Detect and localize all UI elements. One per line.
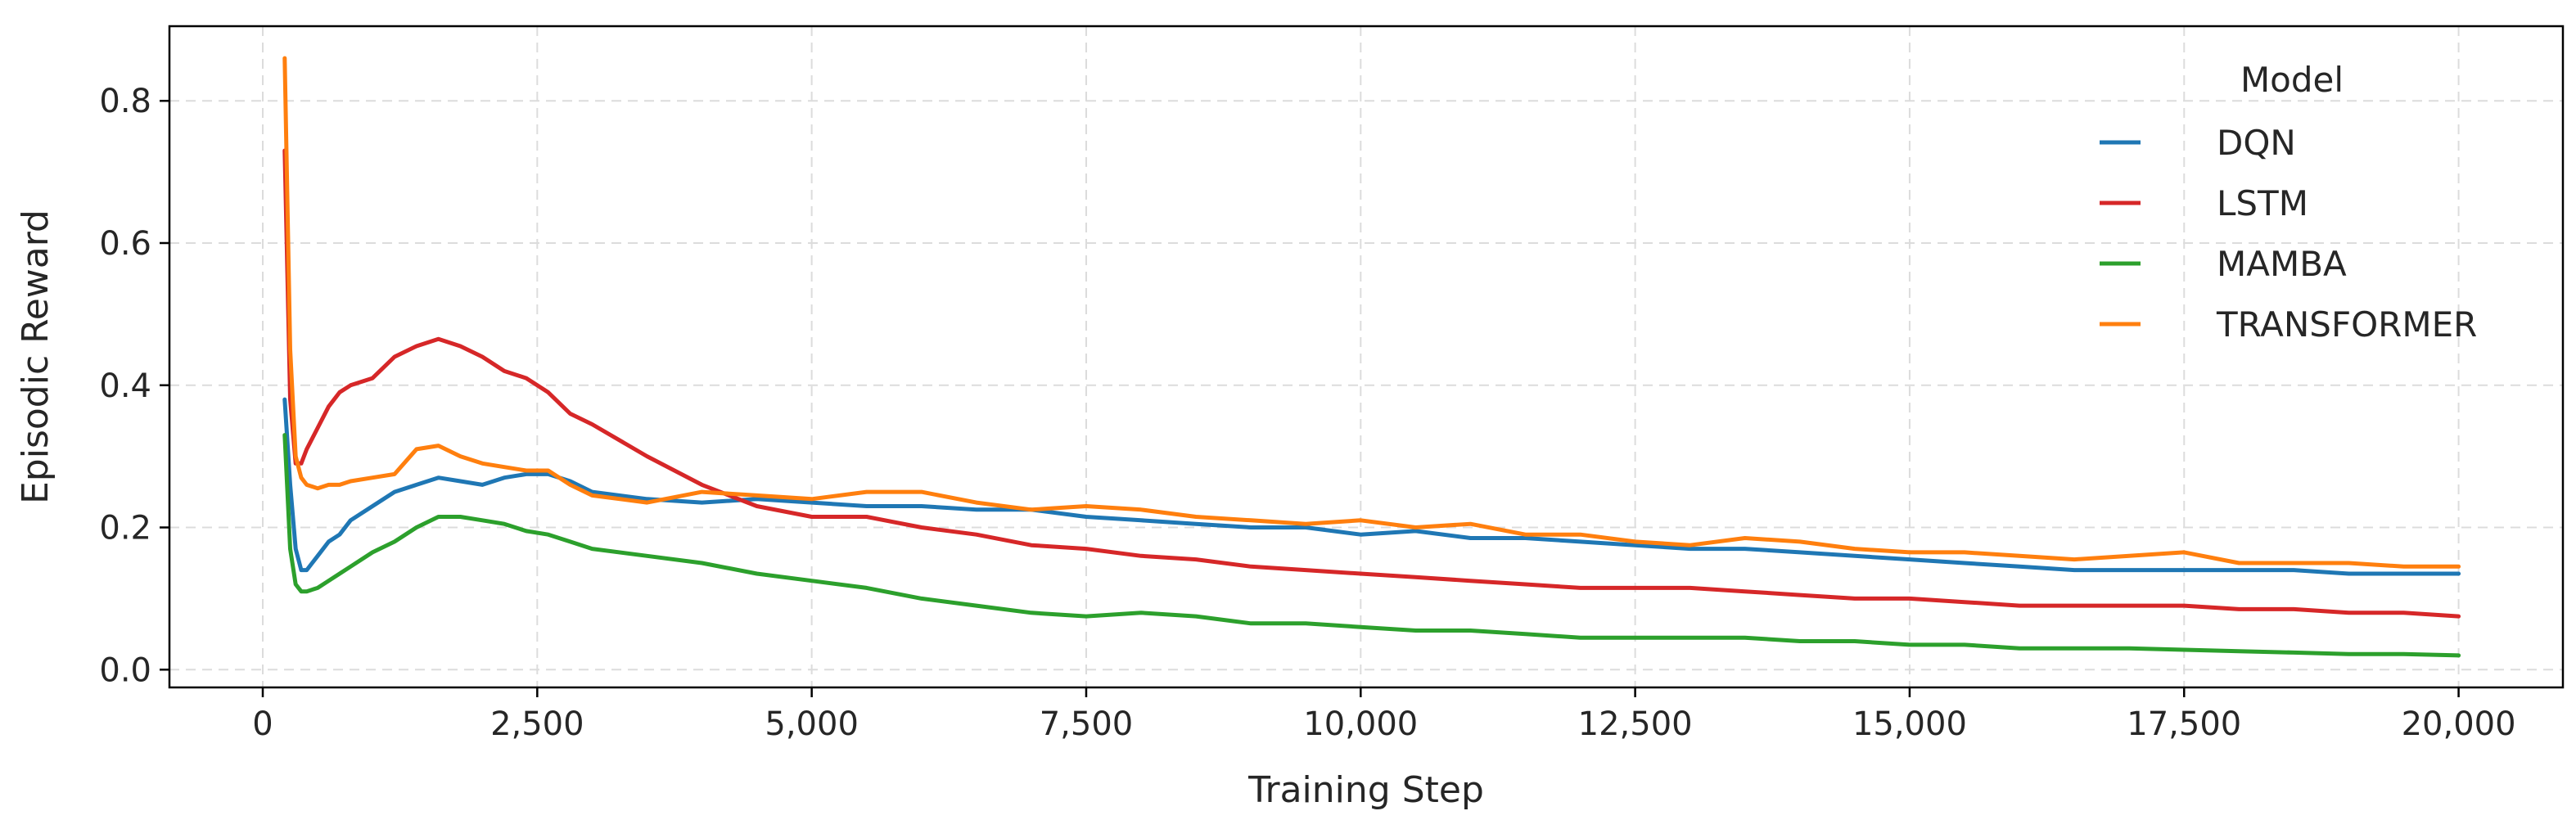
series-lines	[282, 56, 2461, 658]
y-tick-label: 0.8	[99, 83, 151, 120]
x-tick-label: 0	[252, 705, 273, 743]
legend-entries: DQN LSTM MAMBA TRANSFORMER	[2100, 123, 2477, 345]
series-line-mamba	[282, 433, 2461, 658]
legend-label: MAMBA	[2217, 244, 2347, 284]
x-tick-label: 2,500	[490, 705, 584, 743]
x-tick-label: 20,000	[2402, 705, 2516, 743]
y-axis-title: Episodic Reward	[15, 210, 56, 504]
y-tick-label: 0.6	[99, 225, 151, 263]
y-tick-label: 0.0	[99, 651, 151, 689]
series-line-dqn	[282, 397, 2461, 576]
x-tick-label: 7,500	[1040, 705, 1134, 743]
series-line-lstm	[282, 148, 2461, 619]
x-tick-label: 15,000	[1852, 705, 1967, 743]
legend: Model DQN LSTM MAMBA TRANSFORMER	[2100, 60, 2477, 345]
legend-title: Model	[2240, 60, 2344, 100]
plot-frame	[168, 25, 2565, 689]
x-tick-label: 5,000	[765, 705, 859, 743]
legend-label: DQN	[2217, 123, 2296, 163]
x-axis: 0 2,500 5,000 7,500 10,000 12,500 15,000 17,500…	[252, 687, 2516, 743]
x-tick-label: 17,500	[2127, 705, 2241, 743]
series-line-transformer	[282, 56, 2461, 569]
y-tick-label: 0.4	[99, 367, 151, 405]
y-tick-label: 0.2	[99, 510, 151, 547]
y-axis: 0.0 0.2 0.4 0.6 0.8	[99, 83, 169, 689]
x-axis-title: Training Step	[1247, 769, 1484, 811]
x-tick-label: 12,500	[1578, 705, 1693, 743]
grid-lines	[169, 26, 2563, 687]
legend-label: TRANSFORMER	[2216, 304, 2477, 345]
legend-label: LSTM	[2217, 183, 2308, 223]
x-tick-label: 10,000	[1303, 705, 1418, 743]
